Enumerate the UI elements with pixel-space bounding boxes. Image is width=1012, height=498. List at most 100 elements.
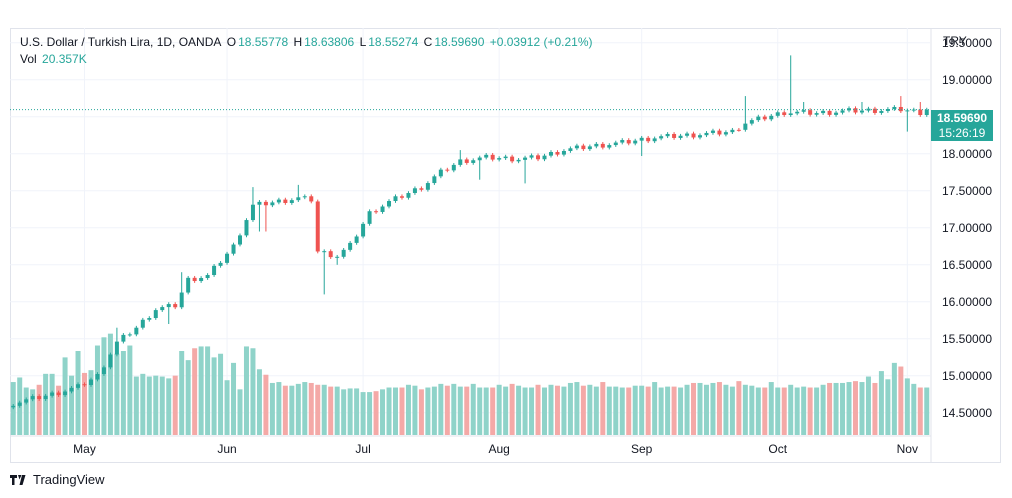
candle-body xyxy=(17,402,22,406)
candle-body xyxy=(529,155,534,158)
candle-body xyxy=(374,211,379,213)
candle-body xyxy=(309,196,314,202)
candle-body xyxy=(212,265,217,276)
candle-body xyxy=(406,193,411,198)
volume-bar xyxy=(639,385,645,435)
volume-bar xyxy=(626,387,632,435)
candle-body xyxy=(730,129,735,133)
candle-body xyxy=(691,133,696,138)
candle-body xyxy=(659,136,664,139)
volume-bar xyxy=(878,371,884,435)
volume-bar xyxy=(710,382,716,435)
volume-bar xyxy=(606,386,612,435)
candle-body xyxy=(30,396,35,400)
volume-bar xyxy=(159,376,165,435)
candle-body xyxy=(704,132,709,136)
candle-body xyxy=(814,113,819,115)
candle-body xyxy=(516,159,521,162)
candle-body xyxy=(749,120,754,124)
price-chart[interactable]: 19.5000019.0000018.5000018.0000017.50000… xyxy=(10,28,1001,463)
volume-bar xyxy=(153,375,159,435)
candle-body xyxy=(199,278,204,282)
candle-body xyxy=(872,108,877,113)
candle-body xyxy=(782,112,787,116)
volume-bar xyxy=(516,385,522,435)
volume-bar xyxy=(341,389,347,435)
volume-bar xyxy=(198,346,204,435)
volume-bar xyxy=(185,360,191,435)
volume-bar xyxy=(723,384,729,435)
price-tick-label: 19.50000 xyxy=(942,36,992,50)
candle-body xyxy=(458,159,463,165)
volume-bar xyxy=(218,353,224,435)
candle-body xyxy=(672,133,677,138)
candle-body xyxy=(302,196,307,198)
candle-body xyxy=(827,110,832,115)
volume-bar xyxy=(56,385,62,435)
candle-body xyxy=(37,396,42,400)
candle-body xyxy=(419,188,424,190)
price-tick-label: 15.50000 xyxy=(942,332,992,346)
volume-bar xyxy=(412,385,418,435)
price-tick-label: 15.00000 xyxy=(942,369,992,383)
volume-bar xyxy=(574,382,580,435)
volume-bar xyxy=(315,384,321,435)
volume-bar xyxy=(762,387,768,435)
volume-bar xyxy=(632,385,638,435)
candle-body xyxy=(924,109,929,116)
close-label: C xyxy=(423,35,433,49)
volume-bar xyxy=(243,346,249,435)
volume-bar xyxy=(386,387,392,435)
candle-body xyxy=(821,110,826,114)
volume-bar xyxy=(613,386,619,435)
volume-bar xyxy=(470,383,476,435)
tradingview-brand[interactable]: TradingView xyxy=(10,472,105,487)
chart-frame xyxy=(10,28,1001,463)
candle-body xyxy=(561,150,566,155)
time-tick-label: Nov xyxy=(897,442,918,456)
volume-bar xyxy=(347,388,353,435)
candle-body xyxy=(795,111,800,114)
candle-body xyxy=(484,154,489,158)
brand-label: TradingView xyxy=(33,472,105,487)
volume-bar xyxy=(282,385,288,435)
volume-bar xyxy=(23,387,29,435)
candle-body xyxy=(471,160,476,163)
volume-bar xyxy=(898,366,904,435)
candle-body xyxy=(76,384,81,388)
candle-body xyxy=(762,116,767,120)
volume-bar xyxy=(256,369,262,435)
volume-bar xyxy=(496,384,502,435)
volume-bar xyxy=(360,392,366,435)
candle-body xyxy=(756,116,761,121)
candle-body xyxy=(853,108,858,113)
candle-body xyxy=(114,341,119,355)
candle-body xyxy=(626,140,631,144)
candle-body xyxy=(918,109,923,116)
candle-body xyxy=(542,155,547,160)
volume-bar xyxy=(451,383,457,435)
candle-body xyxy=(600,143,605,148)
symbol-title[interactable]: U.S. Dollar / Turkish Lira, 1D, OANDA xyxy=(20,35,222,49)
volume-bar xyxy=(755,387,761,435)
candle-body xyxy=(710,130,715,133)
candle-body xyxy=(859,110,864,113)
candle-body xyxy=(367,211,372,224)
candle-body xyxy=(555,152,560,155)
volume-bar xyxy=(224,380,230,435)
volume-bar xyxy=(464,386,470,435)
candle-body xyxy=(898,106,903,112)
volume-bar xyxy=(114,353,120,435)
candle-body xyxy=(283,199,288,203)
candle-body xyxy=(717,130,722,135)
change-value: +0.03912 (+0.21%) xyxy=(489,35,593,49)
candle-body xyxy=(523,157,528,160)
currency-label: TRY xyxy=(943,34,967,48)
high-value: 18.63806 xyxy=(304,35,355,49)
volume-bar xyxy=(716,382,722,435)
candle-body xyxy=(620,140,625,143)
volume-bar xyxy=(431,386,437,435)
candle-body xyxy=(173,304,178,308)
volume-bar xyxy=(399,387,405,435)
price-tick-label: 14.50000 xyxy=(942,406,992,420)
